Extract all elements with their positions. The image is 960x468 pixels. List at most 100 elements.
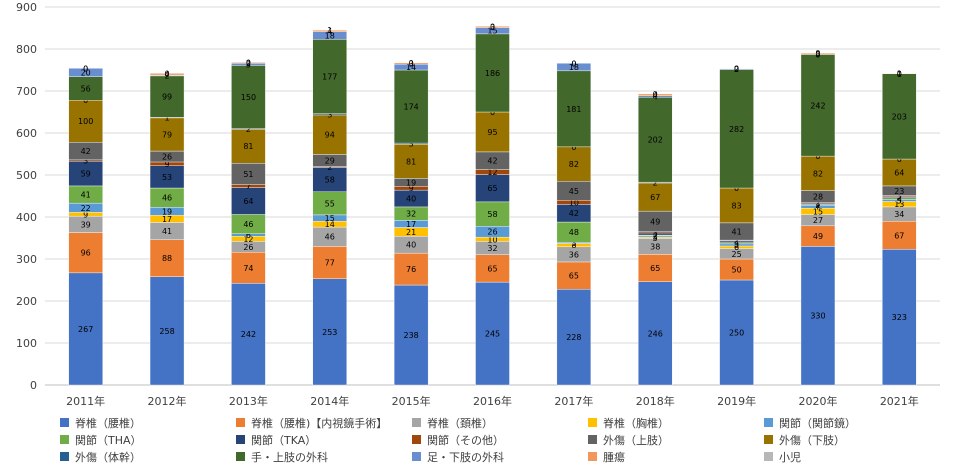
data-label: 238 xyxy=(403,331,418,340)
bar-segment xyxy=(638,281,673,386)
y-tick-label: 400 xyxy=(16,211,37,224)
data-label: 40 xyxy=(406,241,416,250)
data-label: 81 xyxy=(406,157,416,166)
data-label: 79 xyxy=(162,130,172,139)
legend-entry: 外傷（体幹） xyxy=(60,448,236,465)
data-label: 0 xyxy=(490,22,495,31)
data-label: 19 xyxy=(162,207,172,216)
data-label: 8 xyxy=(571,241,576,250)
data-label: 10 xyxy=(487,235,497,244)
bar-segment xyxy=(475,254,510,283)
data-label: 83 xyxy=(731,201,741,210)
data-label: 0 xyxy=(164,69,169,78)
data-label: 258 xyxy=(159,327,174,336)
legend-label: 脊椎（腰椎)【内視鏡手術】 xyxy=(251,416,388,430)
data-label: 21 xyxy=(406,228,416,237)
data-label: 40 xyxy=(406,195,416,204)
data-label: 29 xyxy=(325,157,335,166)
data-label: 2 xyxy=(815,201,820,210)
y-tick-label: 200 xyxy=(16,295,37,308)
bar-segment xyxy=(719,187,754,224)
data-label: 14 xyxy=(325,220,335,229)
legend-entry: 関節（THA） xyxy=(60,431,236,448)
data-label: 58 xyxy=(325,176,335,185)
bar-segment xyxy=(800,155,836,191)
legend-swatch xyxy=(764,452,773,461)
data-label: 41 xyxy=(731,227,741,236)
data-label: 0 xyxy=(571,59,576,68)
data-label: 41 xyxy=(162,227,172,236)
data-label: 58 xyxy=(487,210,497,219)
legend-swatch xyxy=(236,418,245,427)
x-tick-label: 2018年 xyxy=(636,394,675,408)
legend-entry: 腫瘍 xyxy=(588,448,764,465)
data-label: 0 xyxy=(490,108,495,117)
bar-segment xyxy=(231,252,266,284)
data-label: 0 xyxy=(815,49,820,58)
data-label: 2 xyxy=(246,59,251,68)
data-label: 65 xyxy=(650,264,660,273)
legend-label: 腫瘍 xyxy=(603,450,625,464)
data-label: 0 xyxy=(83,96,88,105)
data-label: 36 xyxy=(569,250,579,259)
data-label: 2 xyxy=(734,237,739,246)
legend-swatch xyxy=(236,435,245,444)
bar-segment xyxy=(393,62,429,65)
data-label: 64 xyxy=(894,168,904,177)
legend-entry: 脊椎（腰椎)【内視鏡手術】 xyxy=(236,414,412,431)
data-label: 42 xyxy=(569,209,579,218)
data-label: 27 xyxy=(813,216,823,225)
data-label: 5 xyxy=(734,241,739,250)
data-label: 95 xyxy=(487,128,497,137)
data-label: 2 xyxy=(734,65,739,74)
bar-segment xyxy=(719,279,754,386)
data-label: 1 xyxy=(164,114,169,123)
data-label: 202 xyxy=(648,136,663,145)
data-label: 5 xyxy=(897,196,902,205)
data-label: 282 xyxy=(729,125,744,134)
data-label: 0 xyxy=(897,70,902,79)
bar-segment xyxy=(231,65,266,129)
data-label: 12 xyxy=(243,235,253,244)
data-label: 26 xyxy=(243,243,253,252)
data-label: 65 xyxy=(487,184,497,193)
data-label: 26 xyxy=(487,228,497,237)
data-label: 330 xyxy=(810,312,825,321)
data-label: 7 xyxy=(815,203,820,212)
legend-label: 外傷（体幹） xyxy=(75,450,141,464)
data-label: 323 xyxy=(892,313,907,322)
y-tick-label: 800 xyxy=(16,43,37,56)
bar-segment xyxy=(719,68,754,70)
legend-entry: 足・下肢の外科 xyxy=(412,448,588,465)
data-label: 65 xyxy=(487,264,497,273)
data-label: 246 xyxy=(648,329,663,338)
data-label: 15 xyxy=(813,207,823,216)
y-tick-label: 300 xyxy=(16,253,37,266)
legend-entry: 関節（TKA） xyxy=(236,431,412,448)
data-label: 3 xyxy=(734,239,739,248)
legend-label: 関節（その他） xyxy=(427,433,504,447)
data-label: 82 xyxy=(569,160,579,169)
legend-entry: 小児 xyxy=(764,448,940,465)
legend-label: 関節（THA） xyxy=(75,433,142,447)
data-label: 10 xyxy=(569,198,579,207)
data-label: 3 xyxy=(83,157,88,166)
data-label: 0 xyxy=(815,152,820,161)
legend-swatch xyxy=(764,435,773,444)
data-label: 0 xyxy=(653,90,658,99)
data-label: 42 xyxy=(487,157,497,166)
bar-segment xyxy=(638,254,673,282)
bar-segment xyxy=(68,160,103,187)
bar-segment xyxy=(149,75,185,118)
data-label: 18 xyxy=(569,63,579,72)
data-label: 67 xyxy=(894,231,904,240)
data-label: 55 xyxy=(325,199,335,208)
bar-segment xyxy=(475,33,510,113)
x-tick-label: 2015年 xyxy=(392,394,431,408)
data-label: 15 xyxy=(487,27,497,36)
bar-segment xyxy=(393,252,429,286)
x-tick-label: 2013年 xyxy=(229,394,268,408)
legend-swatch xyxy=(60,418,69,427)
legend-entry: 外傷（上肢） xyxy=(588,431,764,448)
data-label: 3 xyxy=(490,23,495,32)
